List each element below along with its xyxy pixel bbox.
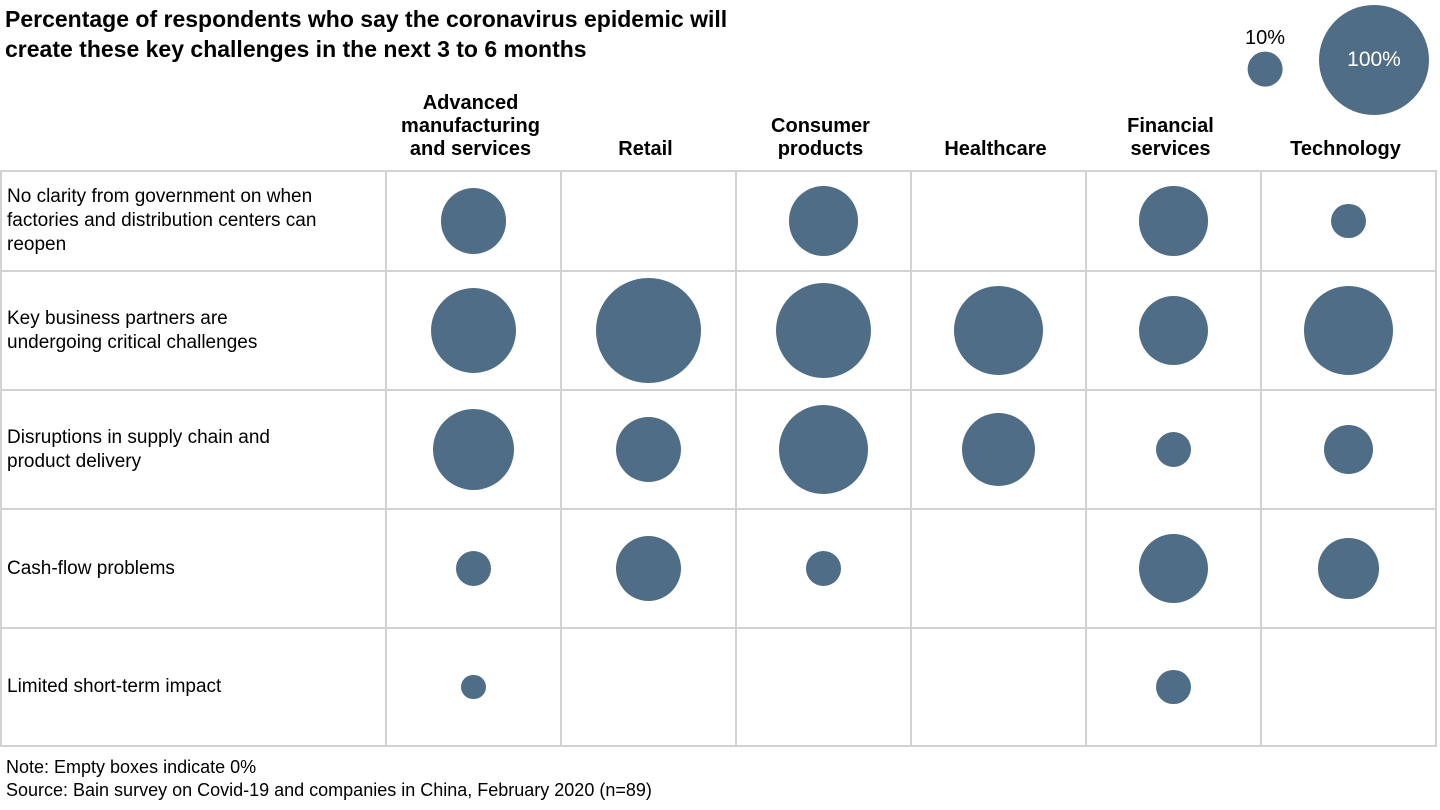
bubble-cell: [910, 627, 1085, 745]
column-header: Advanced manufacturing and services: [401, 92, 540, 160]
bubble: [775, 282, 872, 379]
bubble-cell: [385, 508, 560, 627]
column-header-row: Advanced manufacturing and services Retai…: [383, 76, 1433, 166]
bubble: [615, 535, 682, 602]
legend-large-circle: 100%: [1319, 5, 1429, 115]
column-header: Technology: [1290, 138, 1401, 160]
bubble: [1156, 669, 1191, 705]
bubble-cell: [560, 508, 735, 627]
chart-title: Percentage of respondents who say the co…: [5, 6, 728, 62]
bubble-cell: [1260, 389, 1435, 508]
column-header: Retail: [618, 138, 673, 160]
row-label: Limited short-term impact: [2, 627, 385, 745]
bubble: [461, 674, 486, 700]
bubble: [596, 278, 701, 383]
bubble: [1138, 533, 1209, 604]
note-text: Note: Empty boxes indicate 0%: [6, 757, 257, 777]
bubble-cell: [385, 389, 560, 508]
legend-large-label: 100%: [1347, 48, 1401, 71]
bubble: [1323, 424, 1374, 475]
bubble-cell: [1260, 172, 1435, 270]
bubble-cell: [1260, 627, 1435, 745]
bubble: [788, 186, 859, 256]
bubble-cell: [1260, 270, 1435, 389]
bubble: [806, 551, 841, 586]
bubble-cell: [735, 172, 910, 270]
bubble: [456, 551, 491, 586]
bubble-cell: [560, 172, 735, 270]
bubble-cell: [1085, 270, 1260, 389]
bubble: [954, 286, 1043, 375]
bubble-cell: [560, 389, 735, 508]
bubble-cell: [560, 270, 735, 389]
chart-footer: Note: Empty boxes indicate 0% Source: Ba…: [6, 756, 652, 802]
bubble-cell: [735, 508, 910, 627]
bubble: [961, 412, 1036, 487]
row-label: Key business partners are undergoing cri…: [2, 270, 385, 389]
bubble: [1318, 538, 1379, 599]
bubble-cell: [735, 270, 910, 389]
bubble-cell: [1085, 389, 1260, 508]
row-label: Disruptions in supply chain and product …: [2, 389, 385, 508]
bubble: [1156, 432, 1191, 467]
bubble-cell: [385, 627, 560, 745]
column-header: Healthcare: [944, 138, 1047, 160]
bubble-cell: [910, 508, 1085, 627]
bubble-cell: [910, 172, 1085, 270]
bubble-cell: [735, 627, 910, 745]
bubble-cell: [1085, 627, 1260, 745]
bubble-cell: [1260, 508, 1435, 627]
bubble-cell: [1085, 172, 1260, 270]
source-text: Source: Bain survey on Covid-19 and comp…: [6, 779, 652, 800]
bubble: [430, 287, 517, 374]
column-header: Financial services: [1127, 115, 1214, 160]
bubble: [1304, 286, 1393, 375]
bubble: [615, 416, 682, 483]
bubble-cell: [735, 389, 910, 508]
bubble: [1138, 186, 1209, 256]
bubble: [779, 405, 868, 494]
bubble-cell: [385, 172, 560, 270]
bubble-cell: [385, 270, 560, 389]
row-label: No clarity from government on when facto…: [7, 186, 317, 255]
bubble: [440, 188, 507, 254]
row-label: Cash-flow problems: [2, 508, 385, 627]
bubble-cell: [560, 627, 735, 745]
bubble-cell: [1085, 508, 1260, 627]
legend-small-label: 10%: [1244, 27, 1286, 49]
bubble-cell: [910, 389, 1085, 508]
bubble: [432, 408, 515, 491]
bubble: [1138, 295, 1209, 366]
legend-small-circle: [1247, 51, 1283, 87]
bubble: [1331, 203, 1366, 239]
bubble-grid: No clarity from government on when facto…: [0, 170, 1437, 747]
bubble-cell: [910, 270, 1085, 389]
column-header: Consumer products: [771, 115, 870, 160]
